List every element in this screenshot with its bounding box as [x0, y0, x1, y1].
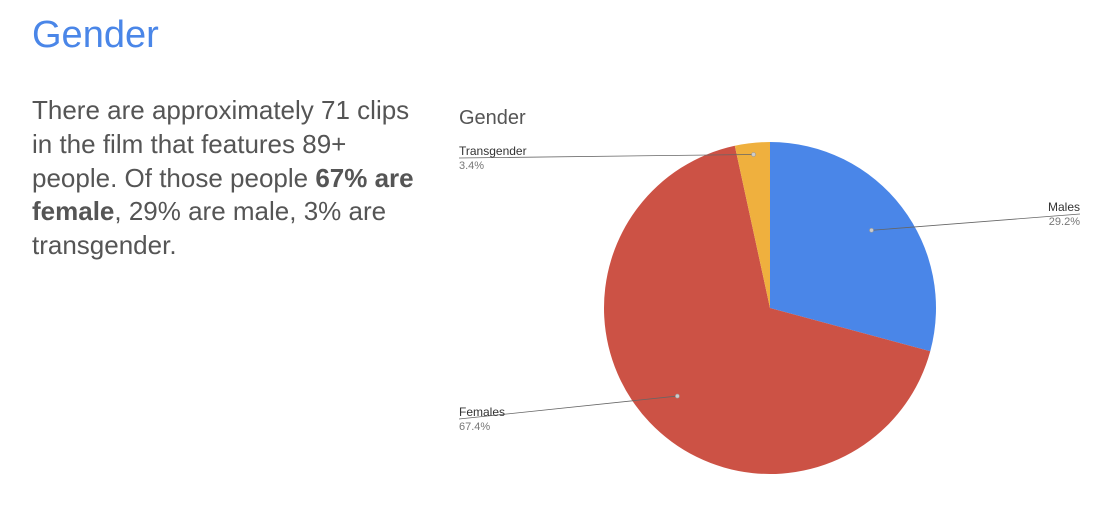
leader-dot-females: [675, 393, 680, 399]
pie-labels: Males 29.2% Females 67.4% Transgender 3.4%: [458, 144, 1081, 433]
slice-label-transgender: Transgender: [459, 144, 527, 158]
chart-title: Gender: [459, 107, 526, 129]
leader-dot-males: [869, 227, 874, 233]
body-text-intro: There are approximately 71 clips in the …: [32, 95, 410, 193]
slice-value-females: 67.4%: [459, 421, 490, 433]
slide-body-text: There are approximately 71 clips in the …: [32, 94, 417, 263]
leader-line-segment-transgender: [458, 154, 754, 159]
pie-slice-females[interactable]: [604, 145, 931, 474]
slice-value-transgender: 3.4%: [459, 160, 484, 172]
pie-slices: [604, 142, 936, 474]
pie-chart-svg: Gender Males 29.2% Females 67.4% Transgender…: [458, 107, 1081, 474]
pie-slice-males[interactable]: [770, 142, 936, 352]
leader-line-segment-females: [458, 395, 678, 420]
leader-line-segment-males: [871, 213, 1081, 231]
pie-slice-transgender[interactable]: [734, 142, 770, 308]
slice-label-males: Males: [1048, 200, 1080, 214]
slice-value-males: 29.2%: [1049, 216, 1080, 228]
body-text-highlight: 67% are female: [32, 162, 414, 227]
body-text-outro: , 29% are male, 3% are transgender.: [32, 196, 387, 261]
slide-title: Gender: [32, 14, 159, 56]
gender-pie-chart: Gender Males 29.2% Females 67.4% Transgender…: [440, 96, 1106, 524]
leader-dot-transgender: [751, 152, 756, 157]
slice-label-females: Females: [459, 405, 505, 419]
